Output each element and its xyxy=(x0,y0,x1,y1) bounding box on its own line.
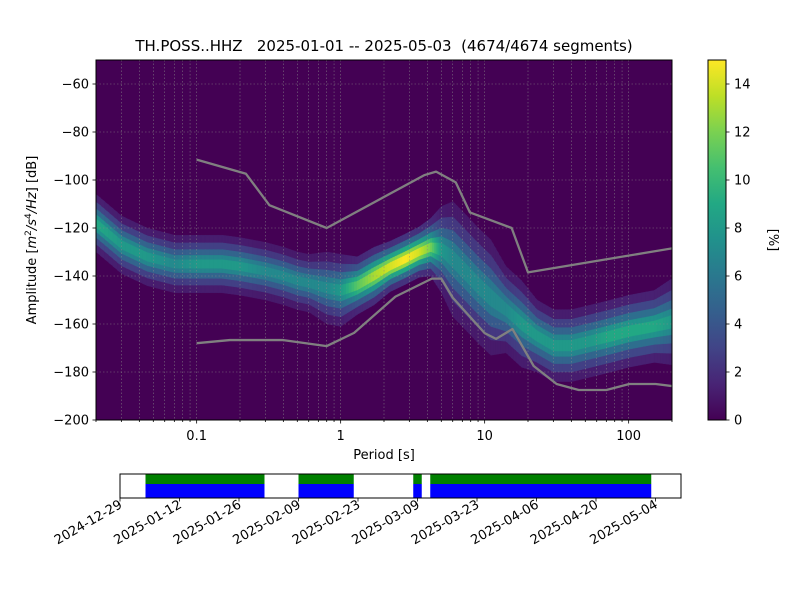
high-noise-model xyxy=(196,158,672,274)
low-noise-model xyxy=(196,277,672,392)
ridge-band xyxy=(668,315,672,329)
x-tick-label: 100 xyxy=(616,429,641,444)
data-segment xyxy=(430,484,652,498)
colorbar-tick-label: 12 xyxy=(734,126,751,141)
ridge-band xyxy=(362,276,367,288)
grid-lines xyxy=(95,60,673,421)
y-tick-label: −100 xyxy=(53,174,89,189)
ridge-band xyxy=(381,265,386,276)
ridge-layer-4 xyxy=(96,218,672,352)
ridge-band xyxy=(356,279,361,291)
data-segment xyxy=(413,484,422,498)
y-tick-label: −160 xyxy=(53,318,89,333)
y-tick-label: −120 xyxy=(53,222,89,237)
x-tick-label: 0.1 xyxy=(186,429,207,444)
y-axis-ticks: −60 −80 −100 −120 −140 −160 −180 −200 xyxy=(53,78,96,429)
y-axis-label-m: m xyxy=(25,236,40,249)
y-tick-label: −200 xyxy=(53,414,89,429)
ridge-band xyxy=(354,281,358,292)
ridge-band xyxy=(384,263,389,274)
colorbar-tick-label: 10 xyxy=(734,174,751,189)
colorbar-tick-label: 6 xyxy=(734,270,742,285)
x-tick-label: 1 xyxy=(337,429,345,444)
timeline-tick-label: 2025-05-04 xyxy=(588,497,661,548)
timeline-ticks: 2024-12-292025-01-122025-01-262025-02-09… xyxy=(52,497,660,548)
colorbar-label: [%] xyxy=(765,229,780,252)
ridge-band xyxy=(365,274,370,286)
colorbar xyxy=(707,59,727,421)
y-tick-label: −80 xyxy=(62,126,89,141)
ridge-band xyxy=(373,269,378,281)
data-segment xyxy=(145,484,265,498)
data-segment xyxy=(298,484,354,498)
noise-model-curves xyxy=(196,158,672,392)
x-tick-label: 10 xyxy=(476,429,493,444)
colorbar-tick-label: 0 xyxy=(734,414,742,429)
y-axis-label-suffix: ] [dB] xyxy=(25,156,40,193)
colorbar-tick-label: 14 xyxy=(734,78,751,93)
colorbar-tick-label: 8 xyxy=(734,222,742,237)
x-axis-label: Period [s] xyxy=(353,448,415,463)
y-axis-label-exp4: 4 xyxy=(24,213,34,219)
used-segment xyxy=(145,474,265,484)
chart-title: TH.POSS..HHZ 2025-01-01 -- 2025-05-03 (4… xyxy=(134,37,632,55)
y-tick-label: −140 xyxy=(53,270,89,285)
ridge-band xyxy=(379,266,383,278)
used-segment xyxy=(298,474,354,484)
y-axis-label-prefix: Amplitude [ xyxy=(25,248,40,324)
ridge-band xyxy=(387,262,391,273)
used-segment xyxy=(413,474,422,484)
colorbar-ticks: 0 2 4 6 8 10 12 14 xyxy=(726,78,751,429)
y-axis-label: Amplitude [m2/s4/Hz] [dB] xyxy=(24,156,40,325)
timeline-segments xyxy=(145,474,652,498)
used-segment xyxy=(430,474,652,484)
colorbar-tick-label: 2 xyxy=(734,366,742,381)
timeline-frame xyxy=(119,473,682,499)
ridge-band xyxy=(370,271,375,283)
y-axis-label-s: /s xyxy=(25,219,40,231)
y-tick-label: −180 xyxy=(53,366,89,381)
y-axis-label-hz: /Hz xyxy=(25,191,40,214)
ridge-band xyxy=(359,277,364,289)
colorbar-tick-label: 4 xyxy=(734,318,742,333)
x-axis-ticks: 0.1 1 10 100 xyxy=(95,420,673,444)
y-tick-label: −60 xyxy=(62,78,89,93)
y-axis-label-exp2: 2 xyxy=(24,230,34,236)
